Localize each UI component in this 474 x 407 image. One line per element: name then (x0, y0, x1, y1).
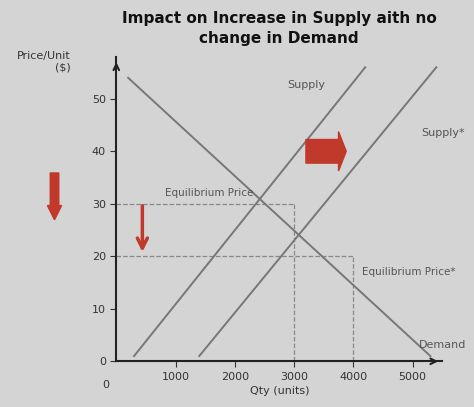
Text: Demand: Demand (419, 340, 466, 350)
Text: Equilibrium Price*: Equilibrium Price* (362, 267, 456, 277)
Text: Equilibrium Price: Equilibrium Price (165, 188, 253, 198)
FancyArrow shape (306, 131, 346, 171)
Text: Supply*: Supply* (421, 127, 465, 138)
Text: Supply: Supply (287, 80, 325, 90)
Title: Impact on Increase in Supply aith no
change in Demand: Impact on Increase in Supply aith no cha… (122, 11, 437, 46)
Y-axis label: Price/Unit
($): Price/Unit ($) (17, 51, 71, 72)
X-axis label: Qty (units): Qty (units) (249, 386, 309, 396)
Text: 0: 0 (102, 380, 109, 389)
FancyArrow shape (47, 173, 62, 220)
